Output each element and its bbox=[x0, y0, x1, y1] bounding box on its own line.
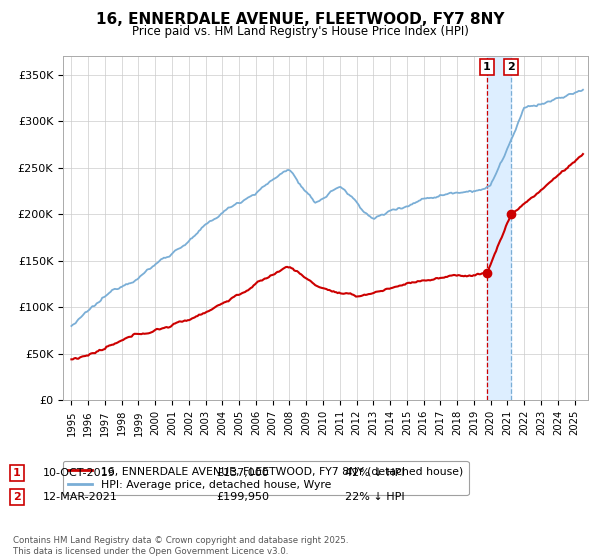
Text: Contains HM Land Registry data © Crown copyright and database right 2025.
This d: Contains HM Land Registry data © Crown c… bbox=[13, 536, 349, 556]
Text: 2: 2 bbox=[507, 62, 515, 72]
Text: 1: 1 bbox=[13, 468, 20, 478]
Text: 12-MAR-2021: 12-MAR-2021 bbox=[43, 492, 118, 502]
Text: £199,950: £199,950 bbox=[216, 492, 269, 502]
Text: 16, ENNERDALE AVENUE, FLEETWOOD, FY7 8NY: 16, ENNERDALE AVENUE, FLEETWOOD, FY7 8NY bbox=[96, 12, 504, 27]
Text: 2: 2 bbox=[13, 492, 20, 502]
Bar bbox=[487, 56, 511, 400]
Text: Price paid vs. HM Land Registry's House Price Index (HPI): Price paid vs. HM Land Registry's House … bbox=[131, 25, 469, 38]
Text: 22% ↓ HPI: 22% ↓ HPI bbox=[345, 492, 404, 502]
Text: 42% ↓ HPI: 42% ↓ HPI bbox=[345, 468, 404, 478]
Text: £137,000: £137,000 bbox=[216, 468, 269, 478]
Legend: 16, ENNERDALE AVENUE, FLEETWOOD, FY7 8NY (detached house), HPI: Average price, d: 16, ENNERDALE AVENUE, FLEETWOOD, FY7 8NY… bbox=[63, 461, 469, 495]
Text: 1: 1 bbox=[483, 62, 491, 72]
Text: 10-OCT-2019: 10-OCT-2019 bbox=[43, 468, 116, 478]
